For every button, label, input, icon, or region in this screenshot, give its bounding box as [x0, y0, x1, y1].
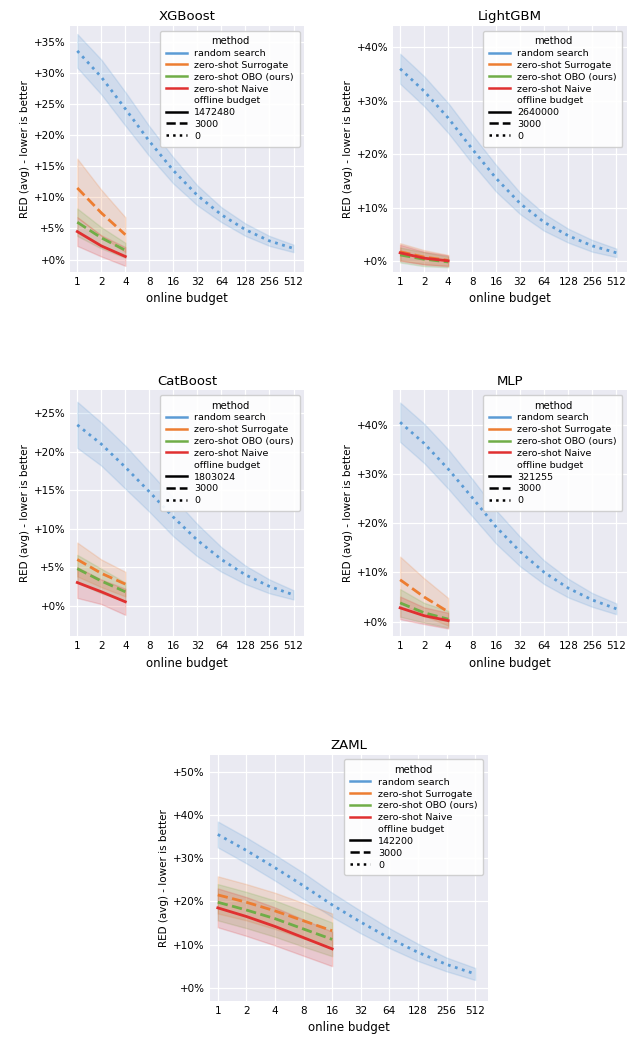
Y-axis label: RED (avg) - lower is better: RED (avg) - lower is better — [20, 445, 29, 582]
Title: LightGBM: LightGBM — [478, 10, 542, 24]
Y-axis label: RED (avg) - lower is better: RED (avg) - lower is better — [342, 445, 353, 582]
X-axis label: online budget: online budget — [469, 292, 551, 306]
Legend: random search, zero-shot Surrogate, zero-shot OBO (ours), zero-shot Naive, offli: random search, zero-shot Surrogate, zero… — [483, 395, 623, 511]
Title: XGBoost: XGBoost — [159, 10, 216, 24]
Legend: random search, zero-shot Surrogate, zero-shot OBO (ours), zero-shot Naive, offli: random search, zero-shot Surrogate, zero… — [344, 759, 483, 875]
Y-axis label: RED (avg) - lower is better: RED (avg) - lower is better — [159, 809, 169, 947]
Legend: random search, zero-shot Surrogate, zero-shot OBO (ours), zero-shot Naive, offli: random search, zero-shot Surrogate, zero… — [161, 395, 300, 511]
Legend: random search, zero-shot Surrogate, zero-shot OBO (ours), zero-shot Naive, offli: random search, zero-shot Surrogate, zero… — [483, 31, 623, 146]
X-axis label: online budget: online budget — [469, 656, 551, 670]
Y-axis label: RED (avg) - lower is better: RED (avg) - lower is better — [20, 80, 29, 218]
X-axis label: online budget: online budget — [147, 292, 228, 306]
Title: ZAML: ZAML — [330, 739, 367, 752]
Title: CatBoost: CatBoost — [157, 374, 218, 388]
Legend: random search, zero-shot Surrogate, zero-shot OBO (ours), zero-shot Naive, offli: random search, zero-shot Surrogate, zero… — [161, 31, 300, 146]
Y-axis label: RED (avg) - lower is better: RED (avg) - lower is better — [342, 80, 353, 218]
X-axis label: online budget: online budget — [308, 1021, 390, 1034]
Title: MLP: MLP — [497, 374, 524, 388]
X-axis label: online budget: online budget — [147, 656, 228, 670]
